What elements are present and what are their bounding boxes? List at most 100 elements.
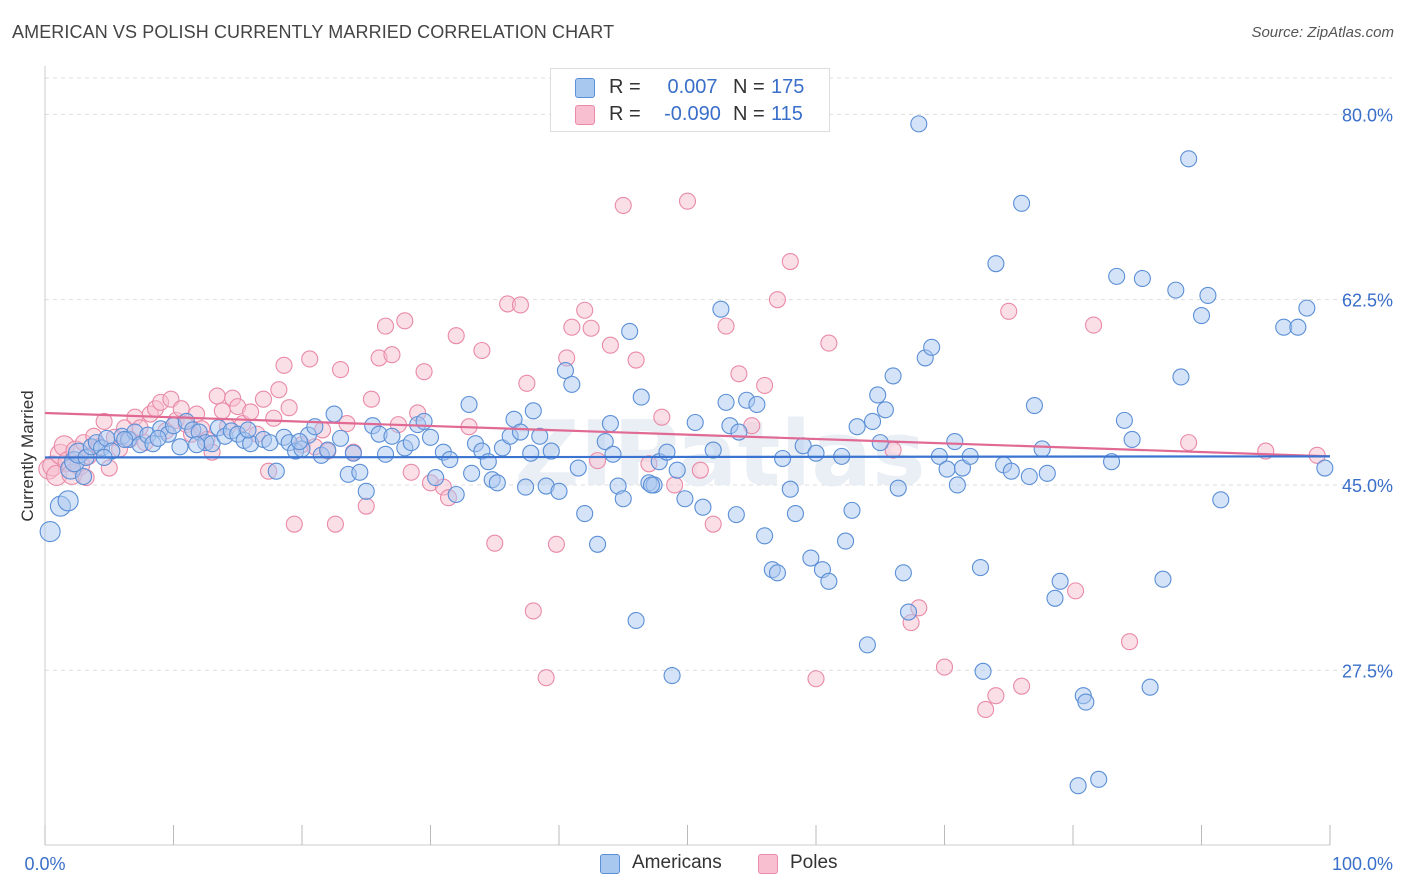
poles-point (691, 461, 709, 479)
poles-point (563, 318, 581, 336)
americans-point (894, 564, 912, 582)
americans-point (511, 423, 530, 441)
poles-point (270, 381, 288, 399)
americans-point (1154, 570, 1172, 588)
americans-point (601, 415, 619, 433)
poles-point (1067, 582, 1085, 600)
americans-point (668, 461, 686, 479)
trend-lines (44, 411, 1331, 459)
americans-point (974, 662, 992, 680)
americans-point (1077, 693, 1095, 711)
poles-point (977, 700, 995, 719)
americans-point (1123, 430, 1141, 448)
americans-point (923, 338, 941, 356)
americans-point (1167, 281, 1185, 299)
americans-point (588, 535, 607, 553)
r-value: -0.090 (664, 103, 721, 125)
americans-point (820, 572, 838, 590)
americans-point (1316, 459, 1334, 477)
americans-point (57, 490, 79, 512)
n-value: 115 (771, 103, 803, 125)
poles-point (280, 399, 298, 417)
americans-point (1133, 269, 1151, 288)
poles-point (537, 669, 555, 687)
americans-point (876, 401, 894, 419)
americans-swatch (575, 78, 595, 98)
americans-point (663, 667, 681, 685)
americans-point (946, 433, 964, 451)
americans-point (748, 395, 766, 414)
poles-point (614, 196, 632, 214)
poles-point (326, 515, 344, 533)
americans-point (319, 441, 337, 459)
y-tick-label: 80.0% (1342, 105, 1393, 125)
americans-point (39, 521, 61, 543)
americans-point (441, 451, 459, 469)
americans-point (550, 482, 568, 500)
r-label: R = (609, 103, 641, 125)
americans-point (463, 464, 481, 482)
americans-point (556, 362, 574, 380)
americans-point (774, 449, 792, 468)
americans-point (522, 444, 540, 462)
americans-point (1046, 589, 1064, 607)
poles-point (396, 312, 414, 330)
americans-point (1020, 467, 1038, 486)
americans-point (524, 402, 542, 420)
americans-point (421, 428, 440, 446)
americans-point (402, 434, 420, 452)
americans-point (614, 490, 632, 508)
poles-point (415, 363, 433, 381)
r-value: 0.007 (667, 76, 718, 98)
americans-point (1033, 440, 1051, 458)
americans-point (1090, 770, 1108, 788)
americans-point (848, 418, 866, 436)
americans-point (971, 559, 990, 577)
poles-point (275, 356, 293, 374)
axes (44, 66, 1331, 846)
poles-point (582, 319, 600, 337)
americans-swatch (600, 854, 620, 874)
poles-point (704, 515, 722, 533)
americans-point (1180, 150, 1198, 168)
source-label: Source: ZipAtlas.com (1251, 24, 1394, 41)
poles-swatch (575, 105, 595, 125)
americans-point (871, 434, 889, 452)
poles-point (756, 376, 774, 394)
poles-point (473, 341, 491, 360)
y-tick-label: 27.5% (1342, 661, 1393, 681)
americans-point (517, 478, 535, 496)
americans-point (344, 444, 362, 462)
poles-point (524, 602, 542, 620)
americans-point (267, 462, 285, 480)
americans-point (858, 636, 876, 654)
n-label: N = (733, 76, 765, 98)
americans-point (1069, 777, 1087, 795)
poles-point (301, 350, 319, 368)
americans-point (351, 463, 369, 481)
poles-point (447, 327, 465, 345)
poles-point (242, 403, 260, 421)
n-label: N = (733, 103, 765, 125)
americans-point (694, 498, 712, 516)
americans-point (642, 476, 661, 494)
poles-point (1085, 316, 1103, 334)
americans-point (843, 501, 861, 519)
n-value: 175 (771, 76, 805, 98)
poles-point (730, 365, 748, 383)
poles-point (402, 463, 420, 481)
americans-point (75, 467, 93, 486)
americans-point (116, 430, 134, 448)
y-tick-label: 62.5% (1342, 291, 1393, 311)
legend-label-poles: Poles (790, 852, 838, 873)
americans-point (488, 474, 506, 492)
poles-point (653, 408, 671, 426)
americans-point (889, 479, 907, 497)
americans-point (627, 611, 645, 630)
americans-point (686, 413, 704, 432)
x-tick-label: 100.0% (1332, 854, 1393, 874)
americans-point (596, 433, 614, 451)
poles-point (807, 670, 825, 688)
americans-point (781, 480, 799, 498)
